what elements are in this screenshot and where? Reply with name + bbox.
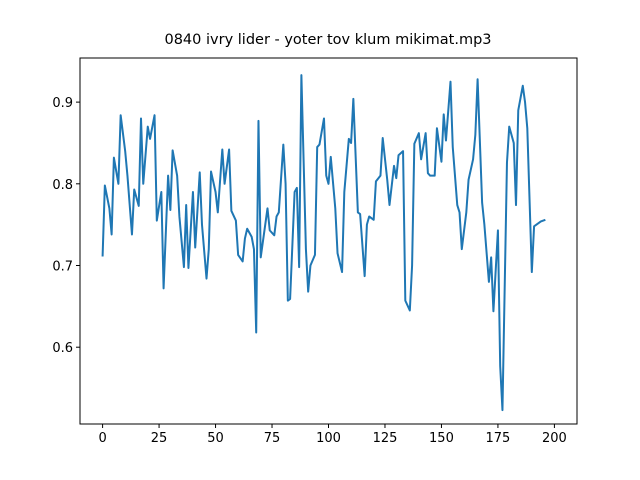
y-tick-label: 0.9 <box>52 96 73 111</box>
data-line <box>101 74 546 412</box>
axes-frame <box>79 57 578 425</box>
x-tick-label: 50 <box>207 431 224 446</box>
x-tick-label: 100 <box>316 431 341 446</box>
x-tick-label: 150 <box>429 431 454 446</box>
x-tick-label: 125 <box>373 431 398 446</box>
y-tick-label: 0.8 <box>52 178 73 193</box>
x-tick-label: 200 <box>542 431 567 446</box>
x-tick-label: 25 <box>151 431 168 446</box>
x-tick-label: 75 <box>264 431 281 446</box>
y-tick-label: 0.6 <box>52 341 73 356</box>
chart-title: 0840 ivry lider - yoter tov klum mikimat… <box>164 32 491 48</box>
x-tick-label: 175 <box>486 431 511 446</box>
x-tick-label: 0 <box>98 431 106 446</box>
y-tick-label: 0.7 <box>52 260 73 275</box>
